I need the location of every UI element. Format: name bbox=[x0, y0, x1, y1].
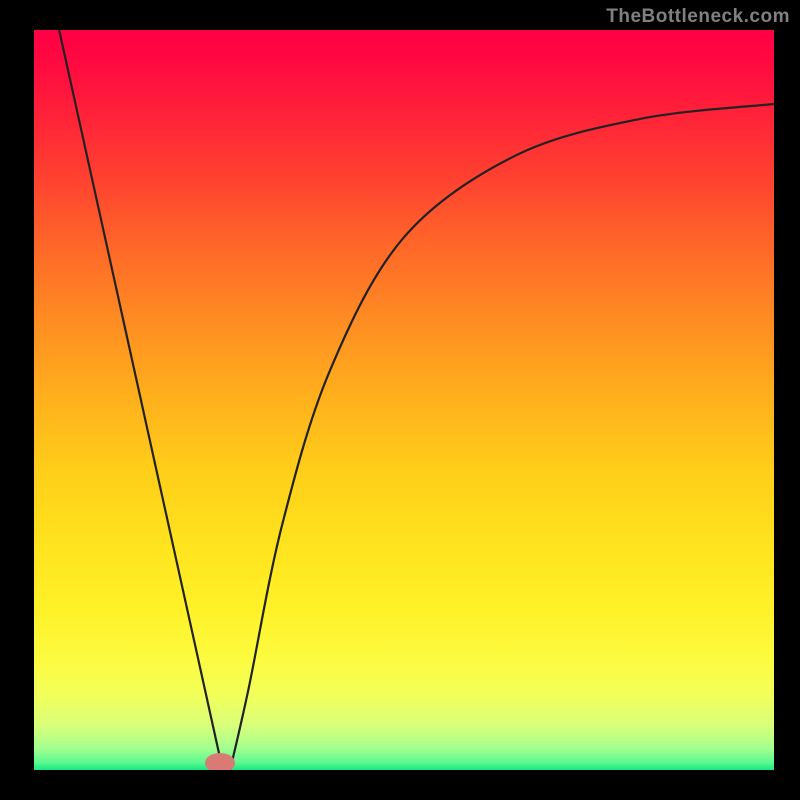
watermark-text: TheBottleneck.com bbox=[606, 6, 790, 28]
curve-svg bbox=[34, 30, 774, 770]
optimum-marker bbox=[205, 753, 235, 770]
bottleneck-curve bbox=[59, 30, 774, 770]
frame-right bbox=[774, 0, 800, 800]
frame-left bbox=[0, 0, 34, 800]
frame-bottom bbox=[0, 770, 800, 800]
plot-area bbox=[34, 30, 774, 770]
